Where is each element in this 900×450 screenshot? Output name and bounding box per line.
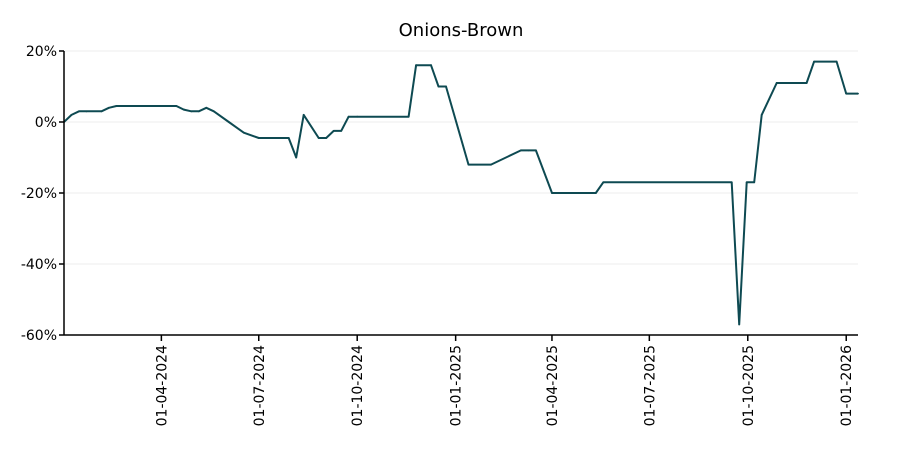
data-point bbox=[407, 115, 410, 118]
data-point bbox=[551, 192, 553, 194]
data-point bbox=[835, 60, 838, 63]
x-axis-tick-labels: 01-04-2024 01-07-2024 01-10-2024 01-01-2025… bbox=[154, 345, 855, 426]
x-tick-label: 01-04-2024 bbox=[154, 345, 170, 426]
data-point bbox=[332, 129, 335, 132]
data-point bbox=[753, 181, 756, 184]
data-point bbox=[175, 105, 178, 107]
data-point bbox=[857, 92, 859, 95]
data-point bbox=[845, 92, 848, 95]
data-point bbox=[160, 105, 163, 107]
data-point bbox=[78, 110, 80, 113]
x-tick-label: 01-10-2025 bbox=[741, 345, 757, 426]
data-point bbox=[520, 149, 522, 152]
data-point bbox=[340, 129, 343, 132]
data-point bbox=[115, 105, 118, 107]
y-axis-tick-labels: 20% 0% -20% -40% -60% bbox=[21, 44, 57, 344]
y-tick-label: -60% bbox=[21, 328, 57, 344]
data-point bbox=[594, 192, 597, 194]
data-point bbox=[745, 181, 748, 184]
data-point bbox=[130, 105, 133, 107]
data-point bbox=[190, 110, 193, 113]
x-tick-label: 01-01-2025 bbox=[449, 345, 465, 426]
data-point bbox=[287, 137, 290, 139]
x-tick-label: 01-01-2026 bbox=[839, 345, 855, 426]
data-point bbox=[212, 110, 215, 113]
data-point bbox=[205, 106, 208, 109]
gridlines bbox=[64, 50, 858, 336]
data-point bbox=[227, 121, 230, 123]
data-point bbox=[805, 82, 808, 84]
data-point bbox=[813, 60, 816, 63]
data-point bbox=[100, 110, 103, 113]
x-tick-label: 01-07-2025 bbox=[642, 345, 658, 426]
data-point bbox=[325, 137, 328, 139]
data-point bbox=[182, 108, 185, 111]
data-point bbox=[70, 114, 73, 116]
data-point bbox=[760, 114, 763, 116]
chart-title: Onions-Brown bbox=[399, 20, 524, 41]
data-point bbox=[356, 115, 359, 118]
data-point bbox=[490, 163, 492, 166]
x-tick-label: 01-10-2024 bbox=[350, 345, 366, 426]
data-point bbox=[730, 181, 733, 184]
data-point bbox=[347, 115, 350, 118]
data-point bbox=[197, 110, 200, 113]
y-tick-label: 0% bbox=[35, 115, 57, 131]
y-tick-label: 20% bbox=[26, 44, 57, 60]
data-point bbox=[437, 85, 440, 88]
axes bbox=[59, 50, 858, 341]
data-point bbox=[317, 137, 320, 139]
data-point bbox=[302, 114, 305, 116]
x-tick-label: 01-07-2024 bbox=[252, 345, 268, 426]
data-point bbox=[527, 149, 530, 152]
data-point bbox=[602, 181, 605, 184]
data-point bbox=[535, 149, 537, 152]
data-point bbox=[467, 163, 470, 166]
y-tick-label: -20% bbox=[21, 186, 57, 202]
data-point bbox=[738, 323, 741, 326]
data-point bbox=[415, 64, 417, 67]
data-point bbox=[242, 131, 245, 134]
data-point bbox=[445, 85, 447, 88]
data-point bbox=[295, 156, 298, 159]
data-point bbox=[85, 110, 88, 113]
y-tick-label: -40% bbox=[21, 257, 57, 273]
data-point bbox=[257, 137, 260, 139]
data-point bbox=[775, 82, 778, 84]
data-series bbox=[63, 60, 859, 326]
data-point bbox=[108, 106, 110, 109]
x-tick-label: 01-04-2025 bbox=[545, 345, 561, 426]
data-point bbox=[430, 64, 432, 67]
